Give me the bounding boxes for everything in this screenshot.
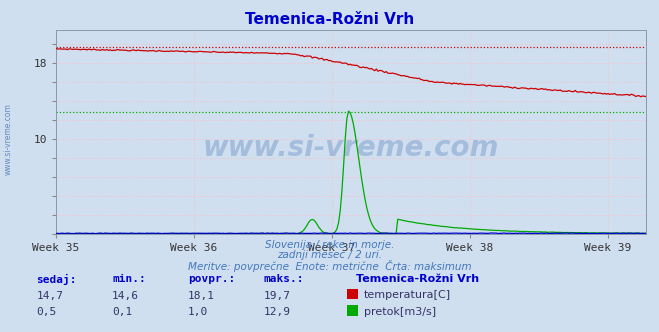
Text: Meritve: povprečne  Enote: metrične  Črta: maksimum: Meritve: povprečne Enote: metrične Črta:… xyxy=(188,260,471,272)
Text: zadnji mesec / 2 uri.: zadnji mesec / 2 uri. xyxy=(277,250,382,260)
Text: Slovenija / reke in morje.: Slovenija / reke in morje. xyxy=(265,240,394,250)
Text: sedaj:: sedaj: xyxy=(36,274,76,285)
Text: 12,9: 12,9 xyxy=(264,307,291,317)
Text: Temenica-Rožni Vrh: Temenica-Rožni Vrh xyxy=(245,12,414,27)
Text: 0,1: 0,1 xyxy=(112,307,132,317)
Text: 1,0: 1,0 xyxy=(188,307,208,317)
Text: povpr.:: povpr.: xyxy=(188,274,235,284)
Text: Temenica-Rožni Vrh: Temenica-Rožni Vrh xyxy=(356,274,479,284)
Text: temperatura[C]: temperatura[C] xyxy=(364,290,451,300)
Text: www.si-vreme.com: www.si-vreme.com xyxy=(203,134,499,162)
Text: maks.:: maks.: xyxy=(264,274,304,284)
Text: 0,5: 0,5 xyxy=(36,307,57,317)
Text: pretok[m3/s]: pretok[m3/s] xyxy=(364,307,436,317)
Text: 18,1: 18,1 xyxy=(188,290,215,300)
Text: www.si-vreme.com: www.si-vreme.com xyxy=(4,104,13,175)
Text: 14,7: 14,7 xyxy=(36,290,63,300)
Text: 14,6: 14,6 xyxy=(112,290,139,300)
Text: min.:: min.: xyxy=(112,274,146,284)
Text: 19,7: 19,7 xyxy=(264,290,291,300)
